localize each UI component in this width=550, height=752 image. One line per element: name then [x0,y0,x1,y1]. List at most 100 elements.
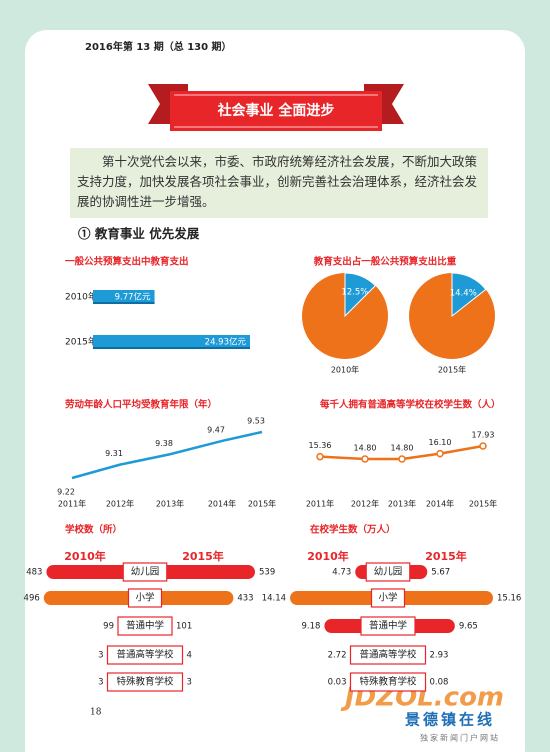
marker [436,449,444,458]
x-tick-label: 2013年 [156,499,184,509]
value-label: 99 [103,622,114,632]
legend-label: 2010年 [64,549,106,563]
bar [46,565,145,579]
category-label: 幼儿园 [374,566,403,578]
chart-title: 劳动年龄人口平均受教育年限（年） [65,399,217,411]
value-label: 9.31 [105,449,123,458]
value-label: 3 [98,651,103,661]
value-label: 15.36 [309,441,332,450]
value-label: 483 [26,568,42,578]
x-tick-label: 2014年 [208,499,236,509]
category-label: 2010年 [331,365,359,375]
ribbon [170,91,382,131]
site-name: 景德镇在线 [405,711,495,729]
value-label: 9.77亿元 [115,292,151,303]
value-label: 14.14 [262,594,286,604]
marker [398,455,406,463]
value-label: 0.03 [328,678,347,688]
pie-slice [451,272,487,318]
value-label: 433 [237,594,253,604]
x-tick-label: 2012年 [351,499,379,509]
x-tick-label: 2015年 [248,499,276,509]
chart-title: 教育支出占一般公共预算支出比重 [313,256,457,268]
page-number: 18 [90,708,102,718]
category-label: 2015年 [65,336,97,348]
chart-title: 一般公共预算支出中教育支出 [65,256,189,268]
bar [93,335,250,349]
marker [479,442,487,450]
value-label: 4.73 [332,568,351,578]
category-label: 2015年 [438,365,466,375]
category-label: 2010年 [65,291,97,303]
category-box [360,616,416,636]
pie-slice [344,272,377,318]
bar [93,290,155,304]
x-tick-label: 2014年 [426,499,454,509]
slogan: 独家新闻门户网站 [420,733,500,743]
category-label: 特殊教育学校 [116,676,174,688]
category-label: 普通高等学校 [359,649,417,661]
legend-label: 2015年 [182,549,224,563]
x-tick-label: 2015年 [469,499,497,509]
bar [388,591,493,605]
value-label: 2.93 [430,651,449,661]
legend-label: 2015年 [425,549,467,563]
category-box [122,562,168,582]
x-tick-label: 2013年 [388,499,416,509]
value-label: 14.80 [391,444,414,453]
category-label: 普通高等学校 [116,649,174,661]
x-tick-label: 2012年 [106,499,134,509]
chart-title: 在校学生数（万人） [310,524,396,536]
category-box [106,672,184,692]
marker [361,455,369,463]
value-label: 17.93 [472,431,495,440]
category-label: 普通中学 [369,620,407,632]
value-label: 9.47 [207,425,225,434]
x-tick-label: 2011年 [306,499,334,509]
category-box [349,672,427,692]
bar-edge [93,302,155,304]
category-label: 幼儿园 [131,566,160,578]
value-label: 101 [176,622,192,632]
value-label: 14.80 [354,444,377,453]
category-box [370,588,406,608]
section-heading: ① 教育事业 优先发展 [78,226,200,241]
value-label: 16.10 [429,438,452,447]
category-box [349,645,427,665]
value-label: 9.18 [301,622,320,632]
banner-title: 社会事业 全面进步 [217,102,335,119]
value-label: 9.38 [155,439,173,448]
category-label: 小学 [378,592,397,604]
chart-title: 学校数（所） [65,524,122,536]
bar [43,591,145,605]
category-label: 普通中学 [126,620,164,632]
value-label: 5.67 [431,568,450,578]
chart-title: 每千人拥有普通高等学校在校学生数（人） [320,399,501,411]
value-label: 539 [259,568,275,578]
bar-edge [93,347,250,349]
value-label: 2.72 [328,651,347,661]
intro: 第十次党代会以来，市委、市政府统筹经济社会发展，不断加大政策支持力度，加快发展各… [70,148,488,218]
value-label: 14.4% [450,288,477,298]
value-label: 3 [187,678,192,688]
value-label: 496 [24,594,40,604]
value-label: 9.53 [247,417,265,426]
value-label: 0.08 [430,678,449,688]
issue: 2016年第 13 期（总 130 期） [85,42,232,53]
category-box [127,588,163,608]
value-label: 24.93亿元 [205,337,247,348]
value-label: 9.65 [459,622,478,632]
x-tick-label: 2011年 [58,499,86,509]
bar [145,565,255,579]
value-label: 4 [187,651,192,661]
page-sheet [25,30,525,752]
category-label: 小学 [135,592,154,604]
value-label: 9.22 [57,488,75,497]
category-box [365,562,411,582]
category-label: 特殊教育学校 [359,676,417,688]
value-label: 15.16 [497,594,521,604]
line [71,430,263,480]
value-label: 12.5% [341,288,368,298]
